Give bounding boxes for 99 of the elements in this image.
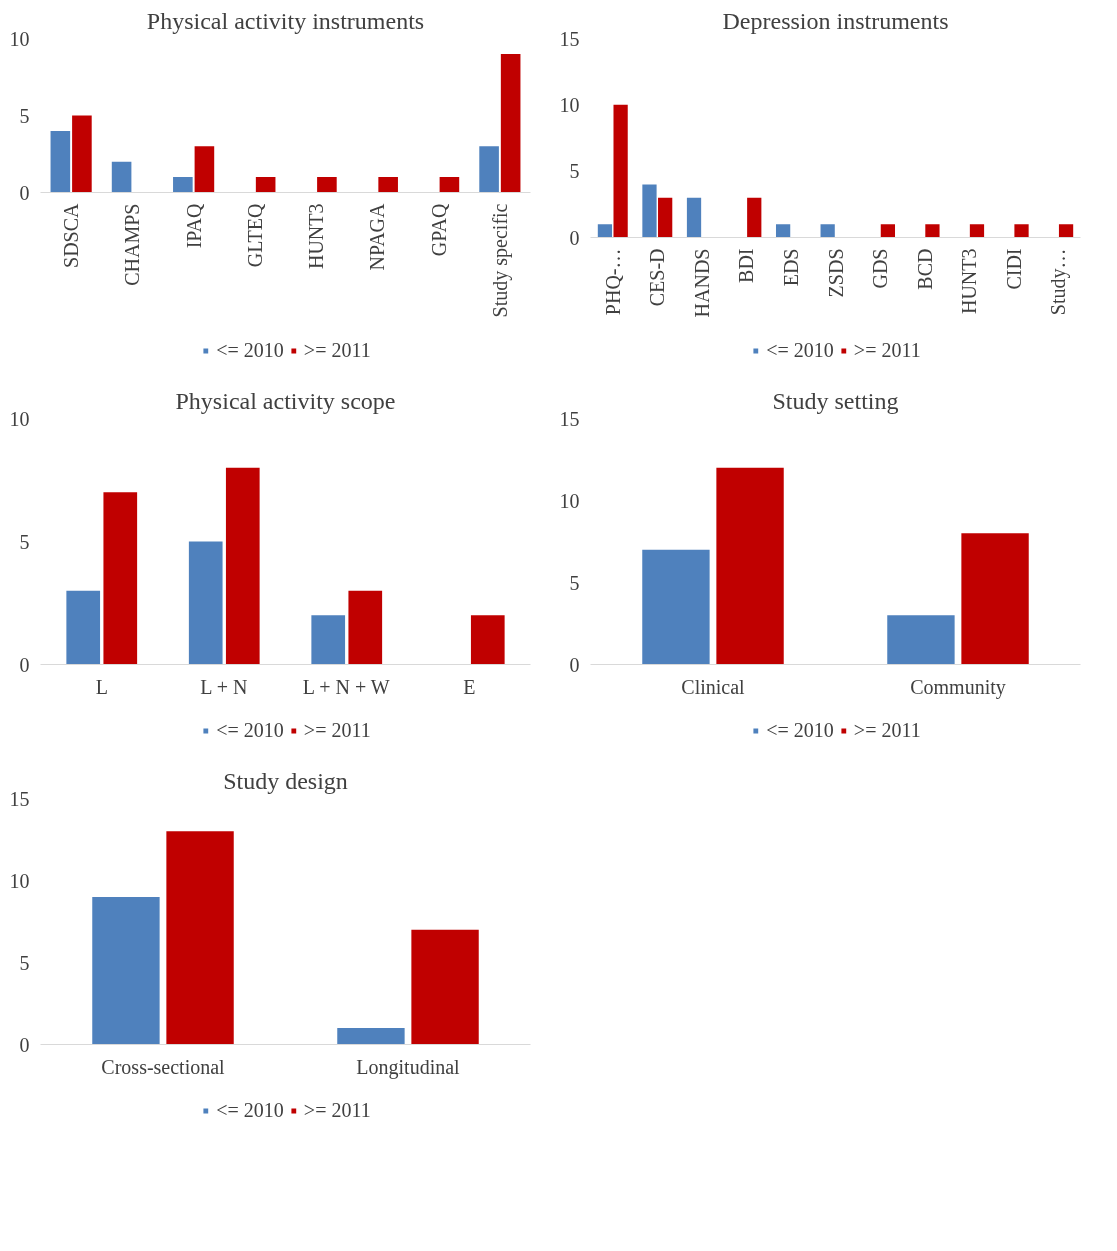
x-tick-label: CIDI	[1002, 248, 1025, 290]
bar	[642, 549, 710, 665]
legend-label: <= 2010	[216, 718, 284, 742]
bar	[311, 615, 346, 665]
x-tick-label: L + N	[200, 675, 248, 698]
legend-label: >= 2011	[303, 338, 371, 362]
legend-label: >= 2011	[853, 718, 921, 742]
bar	[188, 541, 223, 665]
chart-title: Depression instruments	[722, 7, 949, 34]
x-tick-label: HUNT3	[305, 203, 328, 270]
x-tick-label: Study specific	[488, 203, 512, 318]
chart-title: Study design	[223, 767, 348, 794]
x-tick-label: GDS	[869, 248, 892, 289]
x-tick-label: GPAQ	[427, 202, 450, 257]
x-tick-label: CHAMPS	[121, 203, 144, 286]
chart-title: Physical activity scope	[175, 387, 396, 414]
x-tick-label: PHQ-…	[601, 248, 624, 316]
bar	[887, 615, 955, 665]
bar	[880, 224, 896, 238]
y-tick-label: 10	[9, 27, 30, 50]
bar	[166, 831, 234, 1045]
bar	[686, 197, 702, 238]
bar	[658, 197, 673, 238]
bar	[255, 177, 276, 193]
bar	[72, 115, 92, 193]
y-tick-label: 10	[9, 407, 30, 430]
x-tick-label: Clinical	[681, 675, 746, 698]
bar	[66, 590, 101, 665]
bar	[775, 224, 791, 238]
legend-label: <= 2010	[216, 1098, 284, 1122]
bar	[111, 161, 132, 193]
x-tick-label: ZSDS	[824, 248, 847, 298]
x-tick-label: BCD	[913, 248, 936, 290]
y-tick-label: 10	[9, 869, 30, 892]
bar	[925, 224, 940, 238]
bar	[961, 533, 1029, 665]
x-tick-label: L	[95, 675, 108, 698]
x-tick-label: HANDS	[690, 248, 713, 318]
x-tick-label: Community	[910, 675, 1006, 699]
y-tick-label: 15	[559, 407, 580, 430]
bar	[378, 177, 398, 193]
x-tick-label: NPAGA	[366, 202, 389, 271]
x-tick-label: EDS	[779, 248, 802, 287]
x-tick-label: Study…	[1047, 248, 1071, 316]
bar	[92, 896, 160, 1045]
y-tick-label: 15	[559, 27, 580, 50]
x-tick-label: BDI	[735, 248, 758, 283]
bar	[747, 197, 762, 238]
legend-label: >= 2011	[303, 1098, 371, 1122]
y-tick-label: 5	[19, 104, 30, 127]
bar	[642, 184, 657, 238]
y-tick-label: 5	[19, 951, 30, 974]
y-tick-label: 0	[19, 1033, 30, 1056]
y-tick-label: 0	[19, 653, 30, 676]
legend-label: <= 2010	[766, 718, 834, 742]
bar	[225, 467, 260, 665]
y-tick-label: 0	[569, 653, 580, 676]
bar	[411, 929, 479, 1045]
x-tick-label: Cross-sectional	[101, 1055, 226, 1078]
y-tick-label: 10	[559, 489, 580, 512]
legend-label: >= 2011	[853, 338, 921, 362]
bar	[348, 590, 383, 665]
bar	[439, 177, 460, 193]
legend-label: >= 2011	[303, 718, 371, 742]
bar	[470, 615, 505, 665]
bar	[317, 177, 337, 193]
y-tick-label: 5	[569, 571, 580, 594]
bar	[50, 130, 71, 193]
y-tick-label: 5	[569, 160, 580, 183]
chart-title: Study setting	[772, 387, 899, 414]
x-tick-label: CES-D	[646, 248, 669, 307]
bar	[820, 224, 835, 238]
x-tick-label: SDSCA	[60, 202, 83, 268]
legend-label: <= 2010	[766, 338, 834, 362]
bar	[337, 1028, 405, 1045]
x-tick-label: IPAQ	[182, 202, 205, 249]
legend-label: <= 2010	[216, 338, 284, 362]
bar	[479, 146, 499, 193]
x-tick-label: L + N + W	[302, 675, 390, 698]
bar	[969, 224, 985, 238]
bar	[716, 467, 784, 665]
bar	[103, 492, 138, 665]
x-tick-label: E	[463, 675, 476, 698]
y-tick-label: 0	[19, 181, 30, 204]
y-tick-label: 5	[19, 530, 30, 553]
x-tick-label: GLTEQ	[243, 202, 266, 268]
chart-title: Physical activity instruments	[146, 7, 425, 34]
x-tick-label: HUNT3	[958, 248, 981, 315]
bar	[1058, 224, 1074, 238]
y-tick-label: 0	[569, 226, 580, 249]
x-tick-label: Longitudinal	[356, 1055, 461, 1079]
y-tick-label: 15	[9, 787, 30, 810]
bar	[597, 224, 613, 238]
bar	[173, 177, 193, 193]
bar	[500, 53, 521, 193]
bar	[194, 146, 215, 193]
bar	[1014, 224, 1029, 238]
bar	[613, 104, 628, 238]
y-tick-label: 10	[559, 93, 580, 116]
